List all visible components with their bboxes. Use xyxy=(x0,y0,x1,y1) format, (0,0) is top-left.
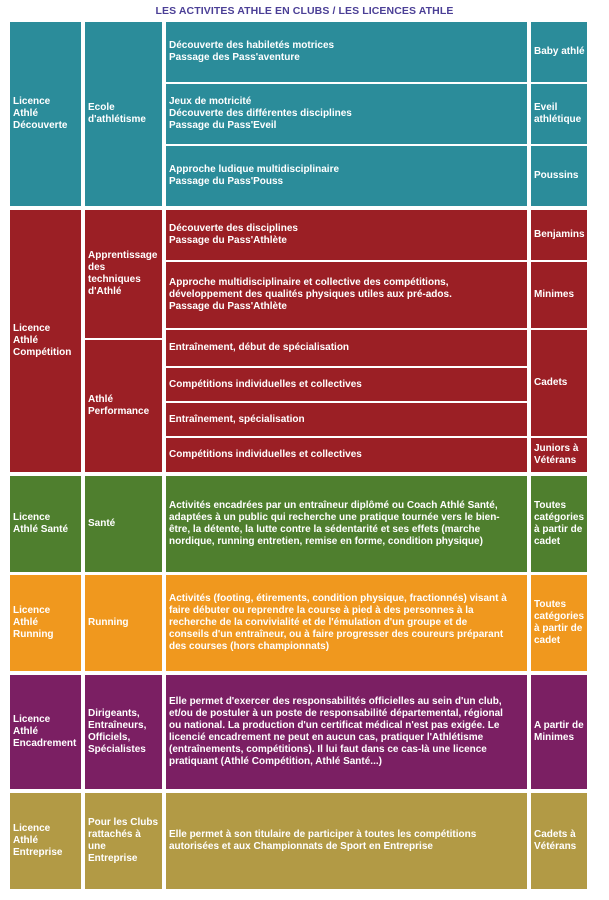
category-sante: Toutes catégories à partir de cadet xyxy=(531,476,587,572)
activity-entrainement-specialisation: Entraînement, spécialisation xyxy=(166,403,527,436)
activity-competitions-juniors: Compétitions individuelles et collective… xyxy=(166,438,527,472)
licence-decouverte: Licence Athlé Découverte xyxy=(10,22,81,206)
activity-minimes: Approche multidisciplinaire et collectiv… xyxy=(166,262,527,328)
activity-poussins: Approche ludique multidisciplinaire Pass… xyxy=(166,146,527,206)
activity-entrainement-debut: Entraînement, début de spécialisation xyxy=(166,330,527,366)
type-encadrement: Dirigeants, Entraîneurs, Officiels, Spéc… xyxy=(85,675,162,789)
category-cadets: Cadets xyxy=(531,330,587,436)
category-juniors-veterans: Juniors à Vétérans xyxy=(531,438,587,472)
activity-entreprise: Elle permet à son titulaire de participe… xyxy=(166,793,527,889)
type-ecole-athletisme: Ecole d'athlétisme xyxy=(85,22,162,206)
licence-encadrement: Licence Athlé Encadrement xyxy=(10,675,81,789)
page-title: LES ACTIVITES ATHLE EN CLUBS / LES LICEN… xyxy=(155,5,454,17)
category-baby-athle: Baby athlé xyxy=(531,22,587,82)
licence-running: Licence Athlé Running xyxy=(10,575,81,671)
licence-competition: Licence Athlé Compétition xyxy=(10,210,81,472)
activity-benjamins: Découverte des disciplines Passage du Pa… xyxy=(166,210,527,260)
licence-entreprise: Licence Athlé Entreprise xyxy=(10,793,81,889)
type-sante: Santé xyxy=(85,476,162,572)
category-benjamins: Benjamins xyxy=(531,210,587,260)
activity-eveil: Jeux de motricité Découverte des différe… xyxy=(166,84,527,144)
type-athle-performance: Athlé Performance xyxy=(85,340,162,472)
category-running: Toutes catégories à partir de cadet xyxy=(531,575,587,671)
licence-sante: Licence Athlé Santé xyxy=(10,476,81,572)
activity-baby: Découverte des habiletés motrices Passag… xyxy=(166,22,527,82)
activity-competitions-cadets: Compétitions individuelles et collective… xyxy=(166,368,527,401)
category-entreprise: Cadets à Vétérans xyxy=(531,793,587,889)
activity-running: Activités (footing, étirements, conditio… xyxy=(166,575,527,671)
category-poussins: Poussins xyxy=(531,146,587,206)
activity-sante: Activités encadrées par un entraîneur di… xyxy=(166,476,527,572)
category-encadrement: A partir de Minimes xyxy=(531,675,587,789)
type-running: Running xyxy=(85,575,162,671)
activity-encadrement: Elle permet d'exercer des responsabilité… xyxy=(166,675,527,789)
category-eveil: Eveil athlétique xyxy=(531,84,587,144)
category-minimes: Minimes xyxy=(531,262,587,328)
type-apprentissage: Apprentissage des techniques d'Athlé xyxy=(85,210,162,338)
type-entreprise: Pour les Clubs rattachés à une Entrepris… xyxy=(85,793,162,889)
